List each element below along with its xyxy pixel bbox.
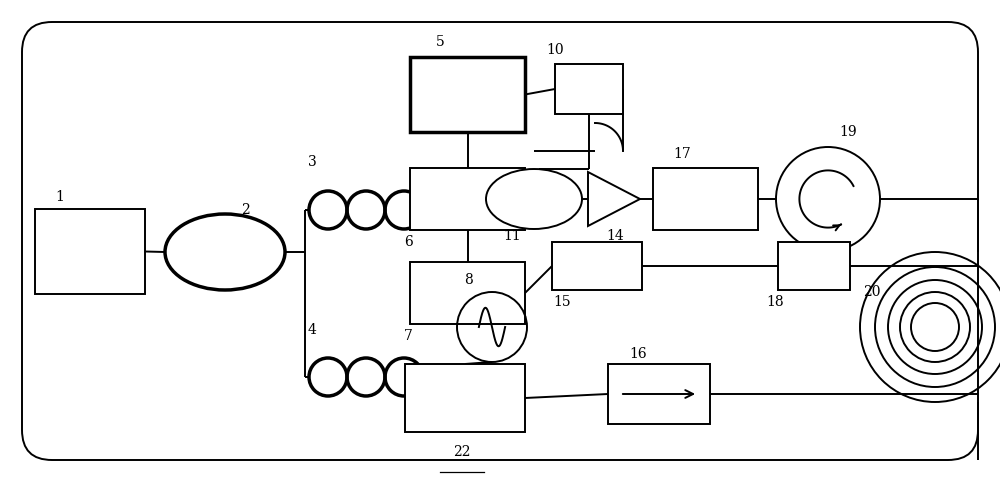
Bar	[410, 57, 525, 132]
Ellipse shape	[486, 169, 582, 229]
Bar	[555, 64, 623, 114]
Bar	[653, 168, 758, 230]
Bar	[608, 364, 710, 424]
Text: 18: 18	[766, 295, 784, 309]
Text: 14: 14	[606, 229, 624, 243]
Bar	[405, 364, 525, 432]
Text: 20: 20	[863, 285, 881, 299]
Text: 7: 7	[404, 329, 412, 343]
Text: 15: 15	[553, 295, 571, 309]
Text: 19: 19	[839, 125, 857, 139]
Text: 11: 11	[503, 229, 521, 243]
Circle shape	[776, 147, 880, 251]
Bar	[410, 168, 525, 230]
Text: 1: 1	[56, 190, 64, 204]
Polygon shape	[588, 172, 640, 226]
Text: 22: 22	[453, 445, 471, 459]
Ellipse shape	[165, 214, 285, 290]
Bar	[35, 209, 145, 294]
Text: 16: 16	[629, 347, 647, 361]
Text: 8: 8	[464, 273, 472, 287]
Bar	[778, 242, 850, 290]
Text: 10: 10	[546, 43, 564, 57]
Text: 4: 4	[308, 323, 316, 337]
Text: 2: 2	[241, 203, 249, 217]
Bar	[410, 262, 525, 324]
Text: 5: 5	[436, 35, 444, 49]
Text: 17: 17	[673, 147, 691, 161]
Bar	[552, 242, 642, 290]
Text: 3: 3	[308, 155, 316, 169]
Text: 6: 6	[404, 235, 412, 249]
